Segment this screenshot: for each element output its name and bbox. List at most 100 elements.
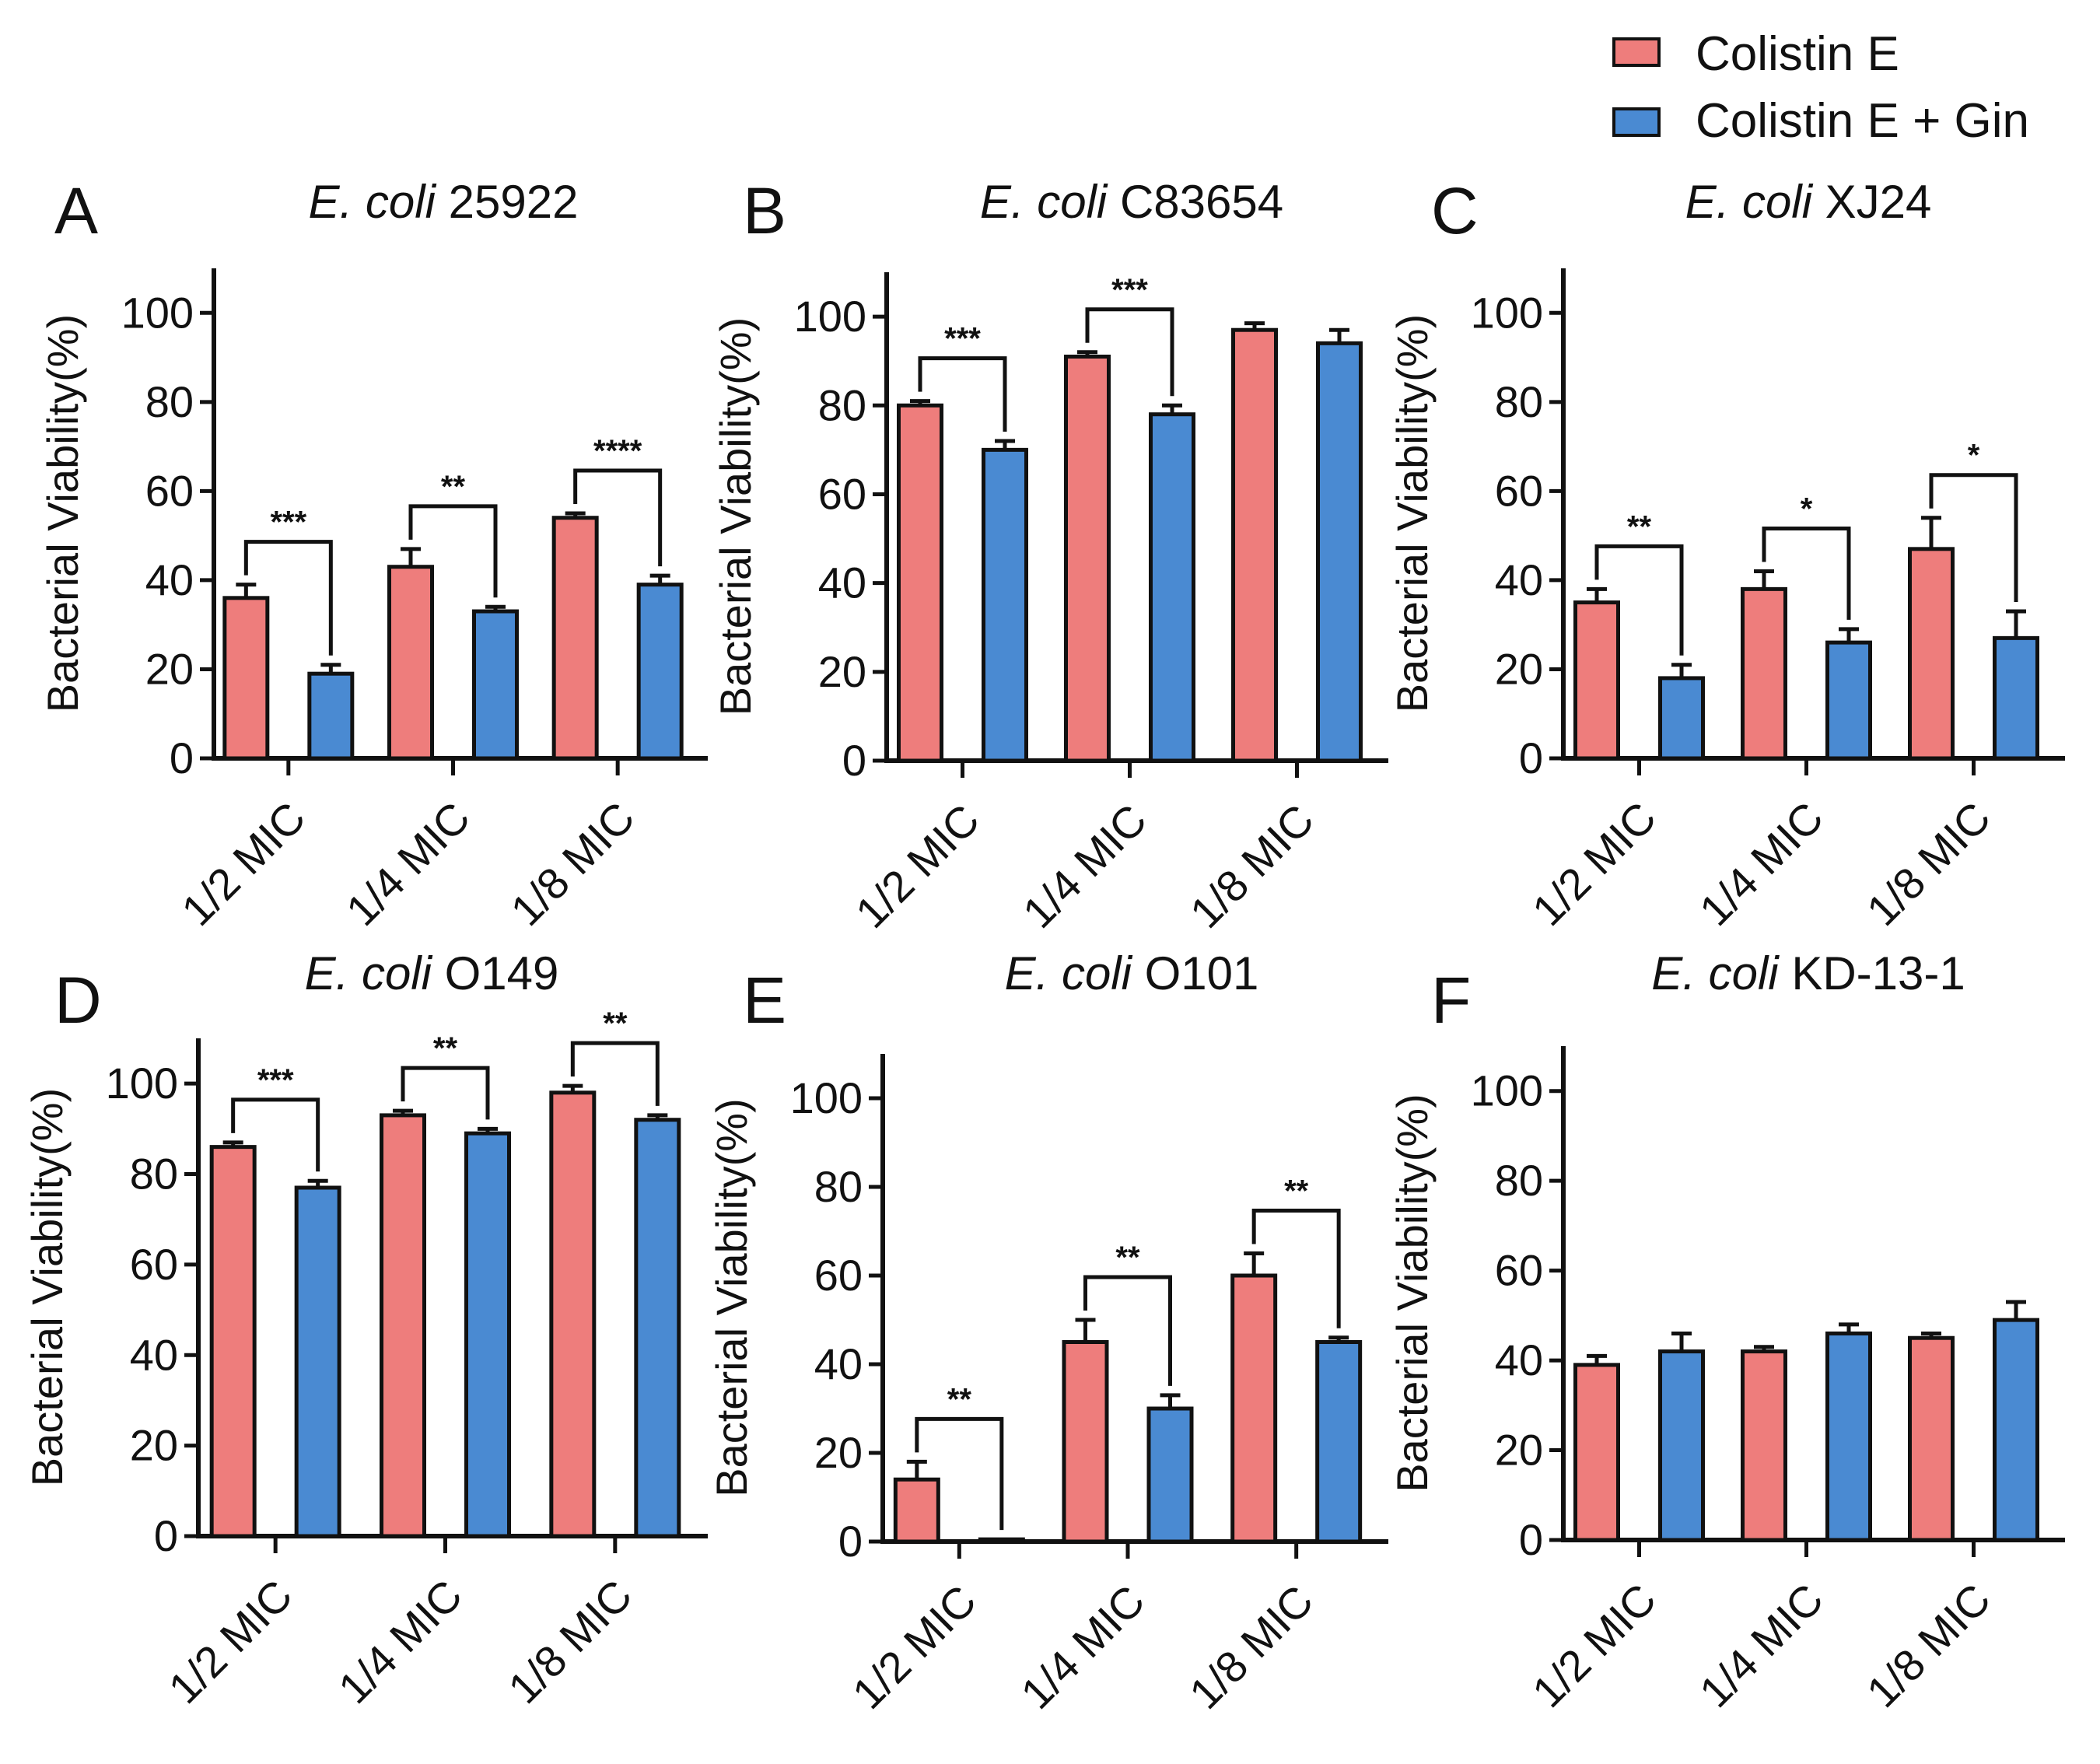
y-tick-label: 60	[145, 466, 194, 515]
bar-combo	[1993, 1318, 2039, 1542]
panel-title: E. coli C83654	[980, 176, 1283, 228]
significance-bracket	[243, 540, 333, 656]
bar-combo	[307, 671, 355, 761]
significance-label: ***	[257, 1063, 294, 1097]
y-tick-label: 0	[154, 1511, 178, 1560]
bar-colistin	[387, 565, 434, 761]
bar-combo	[294, 1185, 341, 1538]
y-tick-label: 40	[818, 558, 866, 607]
y-axis-label: Bacterial Viability(%)	[707, 1098, 756, 1496]
y-axis-label: Bacterial Viability(%)	[1388, 314, 1437, 712]
y-tick-label: 60	[1495, 466, 1543, 515]
significance-bracket	[1762, 526, 1851, 620]
y-tick-label: 40	[1495, 1335, 1543, 1384]
significance-bracket	[915, 1416, 1004, 1531]
bar-combo	[1825, 640, 1872, 761]
bar-combo	[1315, 1340, 1363, 1544]
significance-bracket	[918, 356, 1007, 432]
panel-letter: D	[54, 964, 102, 1037]
bar-combo	[1658, 1349, 1705, 1542]
x-tick-label: 1/4 MIC	[337, 793, 479, 935]
significance-label: ****	[593, 434, 642, 468]
y-tick-label: 20	[145, 644, 194, 693]
significance-label: ***	[270, 506, 306, 540]
significance-bracket	[231, 1097, 320, 1172]
panel-title-strain: C83654	[1120, 176, 1283, 228]
y-tick-label: 60	[818, 469, 866, 518]
bar-colistin	[1064, 354, 1111, 763]
significance-label: **	[1627, 509, 1652, 544]
y-tick-label: 0	[838, 1517, 863, 1566]
panel-B: B E. coli C83654 0 20 40 60 80 100 Bacterial Via…	[711, 174, 1388, 937]
panel-title-strain: O149	[445, 947, 559, 999]
bar-colistin	[1230, 1273, 1278, 1544]
bar-colistin	[209, 1145, 257, 1538]
bar-colistin	[1231, 327, 1278, 763]
bar-combo	[978, 1537, 1025, 1544]
y-tick-label: 0	[170, 733, 194, 782]
y-tick-label: 0	[842, 736, 866, 785]
x-tick-label: 1/8 MIC	[1180, 1576, 1322, 1718]
panel-title-strain: 25922	[449, 176, 579, 228]
bar-combo	[636, 583, 684, 761]
significance-bracket	[570, 1041, 660, 1106]
x-tick-label: 1/4 MIC	[1011, 1576, 1153, 1718]
y-axis-label: Bacterial Viability(%)	[1388, 1094, 1437, 1492]
panel-letter: C	[1431, 174, 1479, 247]
significance-label: ***	[944, 322, 981, 356]
y-tick-label: 20	[130, 1421, 178, 1470]
y-tick-label: 80	[130, 1150, 178, 1199]
x-tick-label: 1/2 MIC	[159, 1570, 301, 1713]
y-tick-label: 100	[794, 292, 866, 341]
x-tick-label: 1/8 MIC	[1857, 793, 2000, 935]
panel-title-strain: KD-13-1	[1791, 947, 1965, 999]
bar-colistin	[380, 1113, 426, 1538]
bar-combo	[982, 447, 1028, 763]
y-tick-label: 80	[1495, 1156, 1543, 1205]
bar-colistin	[1908, 1335, 1955, 1542]
legend-label-combo: Colistin E + Gin	[1696, 94, 2029, 148]
y-tick-label: 60	[814, 1251, 863, 1300]
panel-A: A E. coli 25922 0 20 40 60 80 100 Bacterial Viab…	[38, 174, 708, 935]
significance-label: *	[1968, 439, 1980, 473]
y-tick-label: 20	[814, 1428, 863, 1477]
legend-label-colistin: Colistin E	[1696, 27, 1899, 81]
y-tick-label: 60	[1495, 1246, 1543, 1295]
significance-label: **	[1115, 1241, 1140, 1275]
y-tick-label: 100	[106, 1059, 178, 1108]
panel-D: D E. coli O149 0 20 40 60 80 100 Bacterial Viabi…	[23, 947, 708, 1713]
y-tick-label: 100	[1471, 1066, 1543, 1115]
bar-colistin	[1062, 1340, 1109, 1544]
x-tick-label: 1/2 MIC	[1523, 793, 1665, 935]
bar-colistin	[549, 1090, 597, 1538]
bar-combo	[472, 609, 519, 761]
bar-colistin	[893, 1477, 940, 1544]
significance-label: **	[441, 470, 466, 504]
panels: A E. coli 25922 0 20 40 60 80 100 Bacterial Viab…	[23, 174, 2065, 1718]
panel-title-strain: XJ24	[1825, 176, 1932, 228]
panel-title-species: E. coli	[1651, 947, 1791, 999]
panel-title: E. coli XJ24	[1685, 176, 1932, 228]
x-tick-label: 1/4 MIC	[329, 1570, 471, 1713]
significance-bracket	[1594, 544, 1684, 656]
significance-bracket	[1251, 1209, 1341, 1328]
bar-colistin	[897, 403, 943, 763]
panel-F: F E. coli KD-13-1 0 20 40 60 80 100 Bacterial Vi…	[1388, 947, 2065, 1717]
panel-letter: A	[54, 174, 98, 247]
y-tick-label: 40	[1495, 555, 1543, 604]
y-axis-label: Bacterial Viability(%)	[711, 317, 760, 716]
x-tick-label: 1/4 MIC	[1013, 795, 1156, 937]
y-tick-label: 40	[145, 555, 194, 604]
panel-title-species: E. coli	[1005, 947, 1145, 999]
panel-letter: B	[743, 174, 786, 247]
y-tick-label: 0	[1519, 733, 1543, 782]
y-tick-label: 100	[790, 1073, 863, 1122]
bar-combo	[1825, 1331, 1872, 1542]
panel-title-species: E. coli	[980, 176, 1120, 228]
x-tick-label: 1/4 MIC	[1690, 793, 1832, 935]
panel-title: E. coli KD-13-1	[1651, 947, 1965, 999]
panel-title-species: E. coli	[1685, 176, 1825, 228]
significance-bracket	[401, 1066, 490, 1120]
significance-label: **	[1284, 1174, 1309, 1209]
significance-bracket	[1085, 307, 1174, 397]
